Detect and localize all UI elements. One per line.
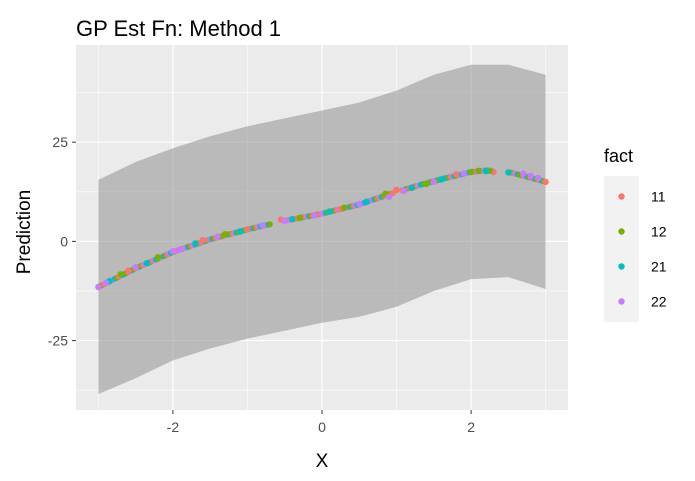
data-point-21 — [482, 168, 490, 175]
data-point-22 — [102, 279, 110, 287]
data-point-11 — [244, 226, 251, 233]
confidence-ribbon — [98, 64, 546, 395]
plot-panel — [76, 45, 568, 410]
legend: fact 11 12 21 22 — [604, 146, 667, 322]
y-axis: -25 0 25 — [48, 134, 76, 349]
legend-label-21: 21 — [651, 259, 667, 275]
data-point-12 — [221, 231, 229, 238]
data-point-12 — [475, 167, 482, 174]
data-point-22 — [281, 217, 288, 224]
data-point-11 — [393, 186, 400, 193]
data-point-22 — [132, 264, 139, 271]
y-tick-label: 0 — [60, 233, 68, 249]
data-point-22 — [400, 187, 408, 195]
data-point-12 — [341, 204, 348, 211]
data-point-21 — [236, 228, 244, 235]
data-point-21 — [363, 198, 370, 205]
data-point-12 — [423, 180, 430, 188]
legend-label-12: 12 — [651, 224, 667, 240]
legend-key-11 — [618, 193, 625, 200]
data-point-22 — [385, 193, 393, 201]
data-point-12 — [296, 214, 303, 222]
data-point-21 — [438, 176, 445, 183]
legend-title: fact — [604, 146, 633, 166]
data-point-22 — [535, 174, 542, 182]
y-tick-label: 25 — [52, 134, 68, 150]
data-point-22 — [259, 222, 266, 229]
y-tick-label: -25 — [48, 333, 68, 349]
data-point-22 — [177, 246, 184, 253]
data-point-22 — [95, 283, 102, 291]
chart-title: GP Est Fn: Method 1 — [76, 16, 281, 41]
legend-key-background — [604, 176, 639, 322]
data-point-11 — [199, 237, 206, 244]
data-point-11 — [125, 267, 132, 274]
data-point-22 — [430, 178, 437, 186]
data-point-22 — [460, 170, 467, 177]
data-point-21 — [326, 208, 333, 215]
x-tick-label: 2 — [467, 419, 475, 435]
data-point-22 — [527, 172, 534, 180]
x-axis: -2 0 2 — [167, 410, 475, 435]
x-axis-label: X — [316, 451, 329, 472]
y-axis-label: Prediction — [14, 190, 35, 275]
x-tick-label: -2 — [167, 419, 180, 435]
legend-key-12 — [618, 228, 625, 235]
data-point-12 — [117, 271, 124, 278]
legend-label-11: 11 — [651, 189, 666, 205]
data-point-21 — [192, 240, 199, 247]
data-point-22 — [214, 233, 221, 240]
data-point — [266, 221, 273, 228]
data-point-12 — [154, 254, 162, 261]
data-point-11 — [542, 178, 549, 186]
legend-key-21 — [618, 263, 625, 270]
data-point-21 — [505, 169, 512, 176]
data-point-21 — [408, 184, 415, 191]
legend-label-22: 22 — [651, 294, 667, 310]
data-point-22 — [520, 170, 527, 177]
data-point-22 — [356, 200, 363, 208]
data-point-12 — [467, 168, 475, 176]
x-tick-label: 0 — [318, 419, 326, 435]
data-point-22 — [311, 212, 318, 219]
data-point-21 — [143, 260, 150, 267]
data-point-22 — [169, 248, 177, 255]
legend-key-22 — [618, 298, 625, 305]
data-point-11 — [453, 171, 460, 178]
data-point-21 — [289, 216, 296, 223]
